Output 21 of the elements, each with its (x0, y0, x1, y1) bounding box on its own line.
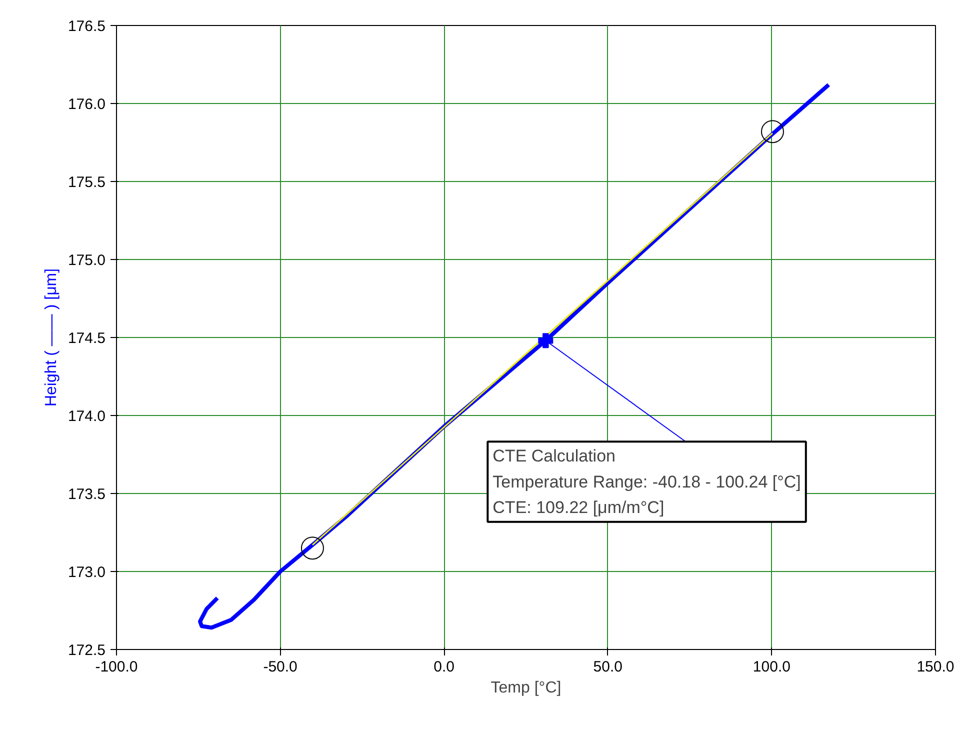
y-tick-label: 173.0 (68, 564, 106, 581)
x-axis-title: Temp [°C] (490, 680, 562, 696)
x-tick-label: 50.0 (593, 658, 623, 676)
y-tick-label: 176.5 (68, 18, 106, 35)
y-tick-label: 172.5 (68, 642, 106, 659)
x-tick-label: 150.0 (916, 658, 954, 676)
y-tick-label: 174.5 (68, 330, 106, 347)
y-tick-label: 175.0 (68, 252, 106, 269)
y-tick-label: 174.0 (68, 408, 106, 425)
point (538, 333, 554, 348)
y-tick-label: 173.5 (68, 486, 106, 503)
point (760, 120, 784, 144)
x-tick-label: 0.0 (434, 658, 455, 676)
x-tick-label: 100.0 (752, 658, 790, 676)
y-axis-title: Height ( —— ) [μm] (42, 268, 60, 407)
x-tick-label: -50.0 (263, 658, 298, 676)
point (300, 536, 324, 560)
annotation: CTE Calculation Temperature Range: -40.18 - 100.24 [°C] CTE: 109.22 [μm/m°C] (492, 446, 801, 517)
y-tick-label: 175.5 (68, 174, 106, 191)
x-tick-label: -100.0 (95, 658, 138, 676)
y-tick-label: 176.0 (68, 96, 106, 113)
